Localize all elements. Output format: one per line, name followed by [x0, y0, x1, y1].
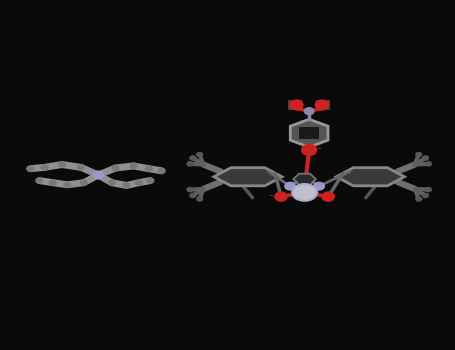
- Circle shape: [284, 182, 296, 191]
- Circle shape: [196, 196, 203, 202]
- Circle shape: [135, 180, 143, 186]
- Circle shape: [289, 99, 303, 111]
- Circle shape: [274, 191, 288, 202]
- Circle shape: [425, 161, 432, 167]
- Circle shape: [314, 99, 329, 111]
- Text: $^{-}$: $^{-}$: [315, 146, 323, 156]
- Circle shape: [321, 191, 335, 202]
- Circle shape: [157, 168, 166, 174]
- Polygon shape: [336, 168, 404, 186]
- Circle shape: [425, 187, 432, 192]
- Circle shape: [26, 166, 34, 172]
- Circle shape: [49, 180, 57, 186]
- Circle shape: [422, 193, 429, 198]
- Circle shape: [92, 170, 104, 180]
- Bar: [299, 127, 319, 139]
- Circle shape: [63, 182, 71, 188]
- Polygon shape: [290, 119, 328, 147]
- Circle shape: [80, 180, 88, 186]
- Ellipse shape: [292, 184, 317, 201]
- Circle shape: [313, 182, 325, 191]
- Text: $^{-}$: $^{-}$: [268, 192, 275, 201]
- Circle shape: [130, 163, 138, 169]
- Circle shape: [415, 152, 422, 157]
- Circle shape: [415, 196, 422, 202]
- Circle shape: [189, 193, 197, 198]
- Circle shape: [422, 155, 429, 161]
- Circle shape: [186, 161, 193, 167]
- Circle shape: [301, 144, 317, 156]
- Circle shape: [147, 177, 154, 184]
- Circle shape: [122, 182, 131, 189]
- Circle shape: [111, 165, 120, 171]
- Polygon shape: [214, 168, 282, 186]
- Bar: [288, 100, 302, 110]
- Circle shape: [40, 164, 49, 170]
- Circle shape: [196, 152, 203, 157]
- Circle shape: [186, 187, 193, 192]
- Circle shape: [108, 180, 116, 186]
- Text: $^{-}$: $^{-}$: [331, 192, 337, 201]
- Circle shape: [189, 155, 197, 161]
- Bar: [316, 100, 330, 110]
- Circle shape: [77, 164, 85, 170]
- Circle shape: [303, 107, 314, 116]
- Circle shape: [58, 161, 66, 168]
- Polygon shape: [293, 174, 316, 184]
- Circle shape: [145, 166, 153, 172]
- Circle shape: [35, 177, 43, 184]
